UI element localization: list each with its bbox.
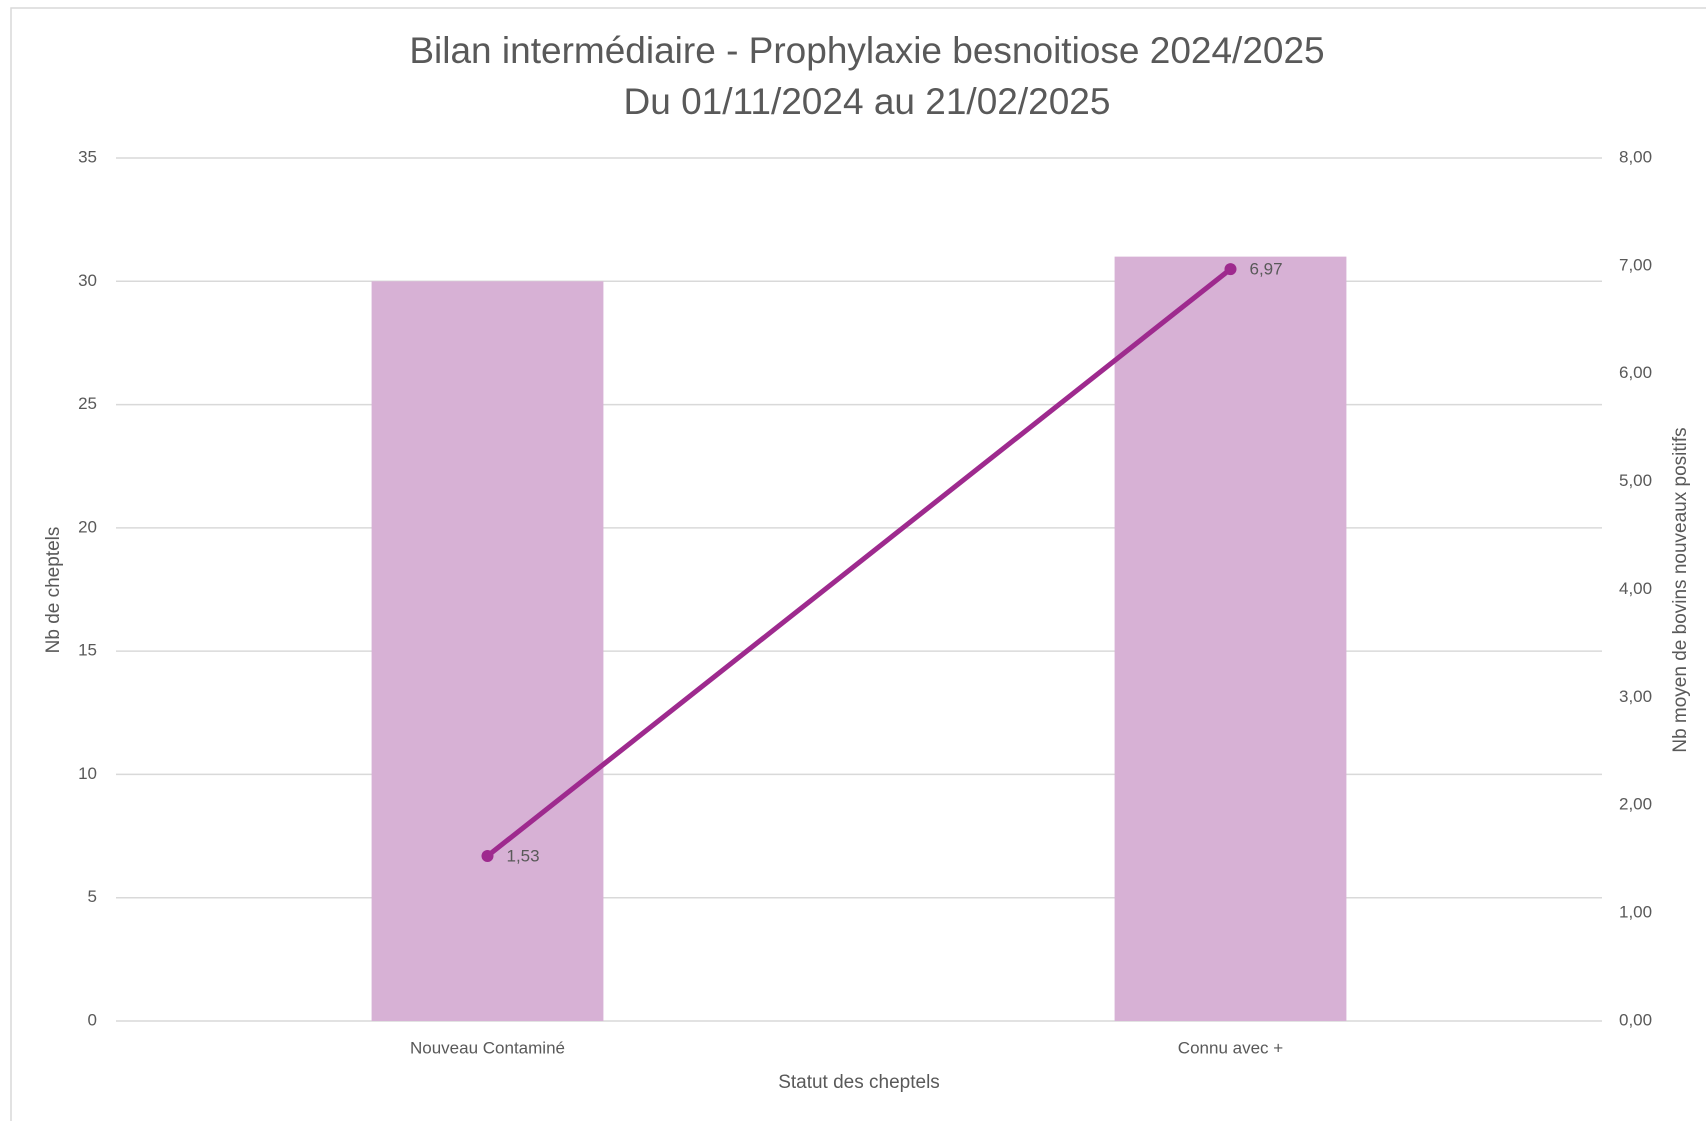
- line: [485, 267, 1233, 858]
- y-tick-label: 20: [78, 517, 97, 536]
- y2-tick-label: 5,00: [1619, 471, 1652, 490]
- bar: [371, 281, 604, 1021]
- y2-axis-title: Nb moyen de bovins nouveaux positifs: [1670, 427, 1691, 752]
- y-tick-label: 15: [78, 641, 97, 660]
- y2-tick-label: 0,00: [1619, 1010, 1652, 1029]
- y-tick-label: 30: [78, 271, 97, 290]
- data-label: 6,97: [1250, 260, 1283, 279]
- y2-tick-label: 1,00: [1619, 903, 1652, 922]
- y-tick-label: 0: [88, 1010, 97, 1029]
- y-tick-label: 5: [88, 887, 97, 906]
- y2-tick-label: 6,00: [1619, 363, 1652, 382]
- y-tick-label: 25: [78, 394, 97, 413]
- chart-title: Bilan intermédiaire - Prophylaxie besnoi…: [409, 30, 1324, 71]
- x-tick-label: Connu avec +: [1178, 1038, 1283, 1057]
- y2-tick-label: 4,00: [1619, 579, 1652, 598]
- line-marker: [1224, 263, 1237, 276]
- y2-tick-label: 8,00: [1619, 147, 1652, 166]
- y2-tick-label: 7,00: [1619, 255, 1652, 274]
- x-axis-title: Statut des cheptels: [778, 1072, 940, 1093]
- y-axis-title: Nb de cheptels: [43, 527, 64, 654]
- data-label: 1,53: [507, 846, 540, 865]
- y-tick-label: 10: [78, 764, 97, 783]
- chart-subtitle: Du 01/11/2024 au 21/02/2025: [624, 81, 1111, 122]
- y2-tick-label: 2,00: [1619, 795, 1652, 814]
- bar: [1114, 256, 1347, 1022]
- y2-tick-label: 3,00: [1619, 687, 1652, 706]
- line-marker: [481, 849, 494, 862]
- x-tick-label: Nouveau Contaminé: [410, 1038, 565, 1057]
- y-tick-label: 35: [78, 147, 97, 166]
